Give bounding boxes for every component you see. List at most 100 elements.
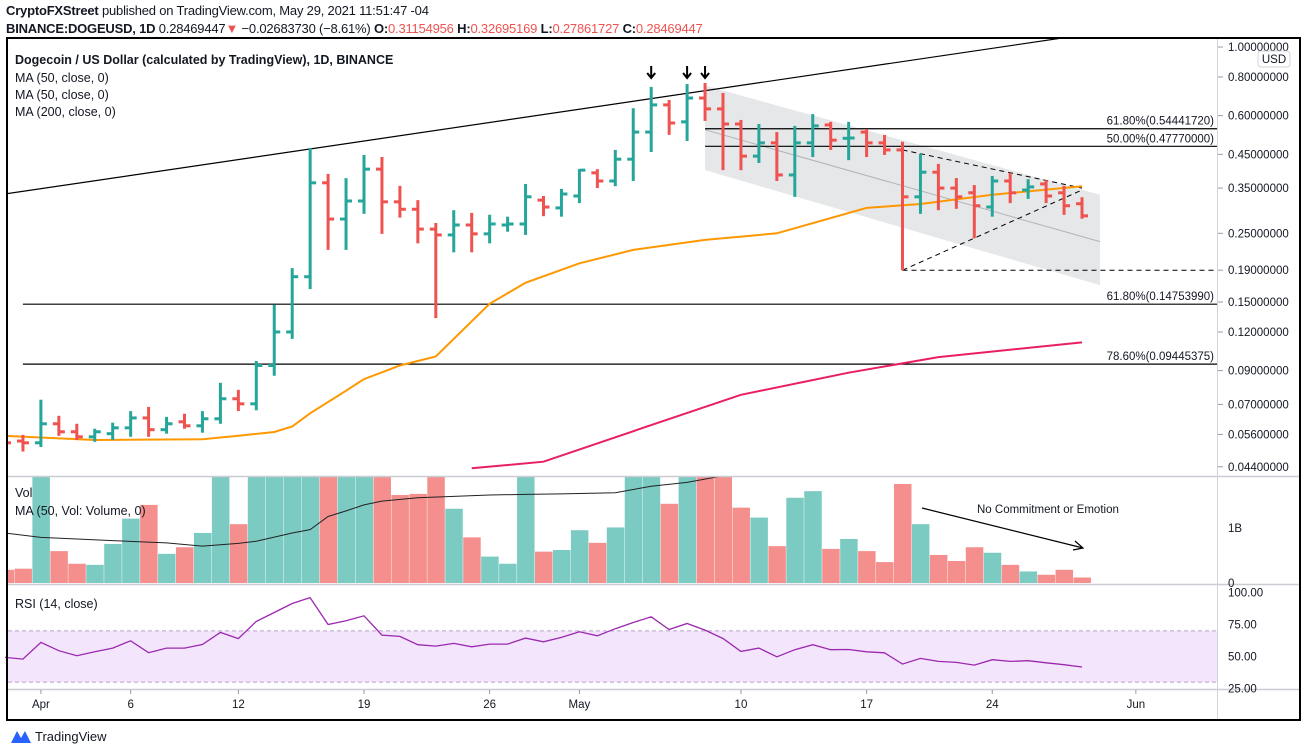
ohlc-bar[interactable] [250, 360, 263, 411]
volume-bar[interactable] [86, 564, 104, 583]
ohlc-bar[interactable] [1022, 179, 1035, 199]
volume-bar[interactable] [642, 418, 661, 583]
ohlc-bar[interactable] [375, 157, 388, 234]
volume-bar[interactable] [158, 553, 176, 583]
volume-bar[interactable] [660, 503, 679, 583]
ohlc-bar[interactable] [16, 434, 29, 452]
volume-bar[interactable] [140, 504, 158, 583]
ohlc-bar[interactable] [322, 173, 335, 250]
ohlc-bar[interactable] [178, 413, 191, 429]
tradingview-logo[interactable]: TradingView [10, 728, 107, 744]
ohlc-bar[interactable] [591, 169, 604, 189]
volume-bar[interactable] [947, 561, 966, 583]
ohlc-bar[interactable] [986, 175, 999, 217]
ohlc-bar[interactable] [268, 304, 281, 376]
volume-bar[interactable] [373, 391, 391, 584]
volume-bar[interactable] [211, 446, 230, 584]
volume-bar[interactable] [104, 543, 122, 583]
volume-bar[interactable] [714, 446, 733, 584]
ohlc-bar[interactable] [609, 149, 622, 187]
ohlc-bar[interactable] [0, 437, 11, 450]
ohlc-bar[interactable] [645, 86, 658, 152]
ohlc-bar[interactable] [411, 200, 424, 244]
ohlc-bar[interactable] [734, 119, 747, 171]
ohlc-bar[interactable] [160, 416, 173, 434]
volume-bar[interactable] [445, 508, 463, 583]
volume-bar[interactable] [247, 418, 266, 583]
ohlc-bar[interactable] [842, 121, 855, 161]
volume-bar[interactable] [337, 418, 356, 583]
price-pane[interactable] [0, 15, 1217, 470]
volume-bar[interactable] [732, 507, 750, 583]
publisher-name[interactable]: CryptoFXStreet [6, 3, 99, 18]
volume-bar[interactable] [427, 446, 445, 584]
volume-bar[interactable] [929, 554, 948, 583]
volume-ma-line[interactable] [5, 476, 723, 547]
volume-bar[interactable] [876, 562, 894, 583]
volume-bar[interactable] [1073, 577, 1092, 584]
rsi-line[interactable] [4, 596, 1083, 668]
volume-bar[interactable] [822, 548, 840, 583]
ohlc-bar[interactable] [106, 422, 119, 441]
volume-bar[interactable] [176, 547, 194, 583]
ohlc-bar[interactable] [304, 147, 317, 290]
legend-ma200[interactable]: MA (200, close, 0) [15, 105, 116, 119]
ma50-line[interactable] [5, 185, 1083, 442]
ohlc-bar[interactable] [393, 185, 406, 218]
volume-bar[interactable] [678, 418, 697, 583]
volume-bar[interactable] [193, 532, 212, 583]
volume-bar[interactable] [768, 546, 786, 583]
ohlc-bar[interactable] [1004, 172, 1017, 204]
volume-bar[interactable] [265, 363, 284, 583]
legend-ma50[interactable]: MA (50, close, 0) [15, 71, 109, 85]
ohlc-bar[interactable] [537, 196, 550, 217]
volume-bar[interactable] [1055, 569, 1074, 583]
ohlc-bar[interactable] [1058, 185, 1071, 215]
ohlc-bar[interactable] [806, 114, 819, 158]
ohlc-bar[interactable] [627, 108, 640, 181]
volume-bar[interactable] [32, 446, 50, 584]
ohlc-bar[interactable] [878, 134, 891, 155]
volume-bar[interactable] [606, 527, 625, 583]
ohlc-bar[interactable] [717, 93, 729, 171]
ohlc-bar[interactable] [914, 153, 927, 214]
legend-rsi[interactable]: RSI (14, close) [15, 597, 98, 611]
volume-bar[interactable] [911, 524, 930, 583]
legend-ma50-2[interactable]: MA (50, close, 0) [15, 88, 109, 102]
ohlc-bar[interactable] [788, 125, 801, 197]
ohlc-bar[interactable] [124, 411, 137, 437]
volume-bar[interactable] [409, 493, 427, 583]
volume-bar[interactable] [1001, 564, 1020, 583]
volume-bar[interactable] [588, 542, 607, 583]
ma200-line[interactable] [471, 341, 1083, 470]
ohlc-bar[interactable] [519, 183, 532, 235]
ohlc-bar[interactable] [663, 100, 676, 135]
volume-bar[interactable] [696, 391, 715, 584]
ohlc-bar[interactable] [429, 222, 442, 319]
ohlc-bar[interactable] [752, 123, 765, 163]
ohlc-bar[interactable] [286, 268, 299, 339]
ohlc-bar[interactable] [214, 382, 227, 424]
ohlc-bar[interactable] [358, 154, 370, 214]
currency-badge[interactable] [1257, 50, 1291, 68]
ohlc-bar[interactable] [555, 188, 568, 217]
volume-bar[interactable] [552, 550, 571, 583]
volume-bar[interactable] [319, 308, 338, 583]
volume-bar[interactable] [1019, 571, 1038, 583]
volume-bar[interactable] [840, 539, 858, 583]
volume-bar[interactable] [391, 495, 409, 583]
volume-bar[interactable] [1037, 574, 1056, 583]
ohlc-bar[interactable] [196, 411, 209, 433]
ohlc-bar[interactable] [681, 84, 694, 141]
ohlc-bar[interactable] [447, 210, 460, 253]
ohlc-bar[interactable] [34, 399, 47, 447]
ohlc-bar[interactable] [142, 406, 155, 437]
volume-bar[interactable] [122, 518, 140, 583]
volume-bar[interactable] [50, 551, 68, 583]
volume-bar[interactable] [68, 563, 86, 583]
volume-bar[interactable] [0, 569, 14, 583]
resistance-trendline[interactable] [0, 15, 1217, 195]
ohlc-bar[interactable] [232, 389, 245, 412]
ohlc-bar[interactable] [968, 185, 981, 239]
